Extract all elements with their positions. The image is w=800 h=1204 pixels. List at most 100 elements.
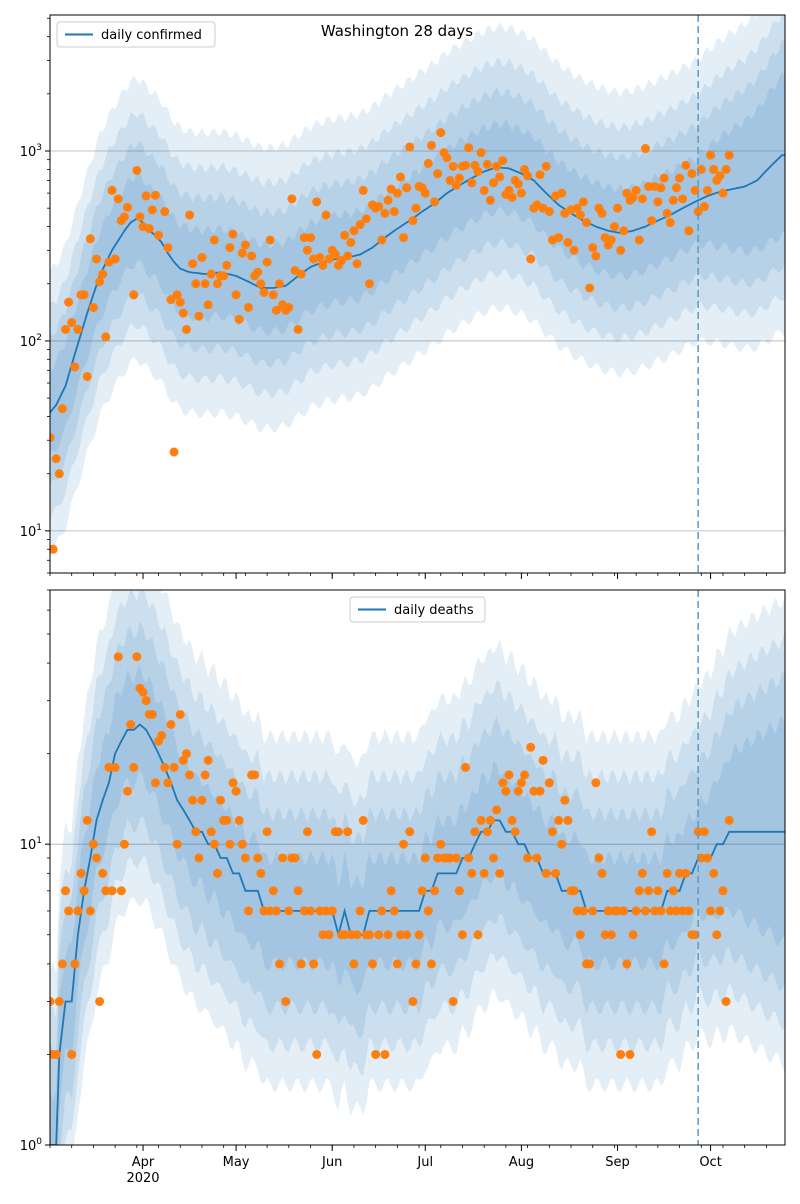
data-point xyxy=(181,749,191,759)
data-point xyxy=(324,254,334,264)
data-point xyxy=(383,195,393,205)
data-point xyxy=(423,158,433,168)
data-point xyxy=(675,173,685,183)
data-point xyxy=(51,1049,61,1059)
data-point xyxy=(234,314,244,324)
data-point xyxy=(616,245,626,255)
data-point xyxy=(237,248,247,258)
data-point xyxy=(482,827,492,837)
data-point xyxy=(578,197,588,207)
data-point xyxy=(126,720,136,730)
data-point xyxy=(628,930,638,940)
data-point xyxy=(253,267,263,277)
data-point xyxy=(551,868,561,878)
data-point xyxy=(113,194,123,204)
data-point xyxy=(724,815,734,825)
data-point xyxy=(693,827,703,837)
data-point xyxy=(585,283,595,293)
data-point xyxy=(442,153,452,163)
data-point xyxy=(485,195,495,205)
data-point xyxy=(169,447,179,457)
data-point xyxy=(420,188,430,198)
data-point xyxy=(585,959,595,969)
data-point xyxy=(706,906,716,916)
data-point xyxy=(541,868,551,878)
data-point xyxy=(82,815,92,825)
data-point xyxy=(166,295,176,305)
data-point xyxy=(262,257,272,267)
data-point xyxy=(547,827,557,837)
data-point xyxy=(101,886,111,896)
data-point xyxy=(296,269,306,279)
data-point xyxy=(181,324,191,334)
data-point xyxy=(495,868,505,878)
data-point xyxy=(668,886,678,896)
data-point xyxy=(119,212,129,222)
data-point xyxy=(631,185,641,195)
y-tick-label: 103 xyxy=(20,143,42,160)
data-point xyxy=(476,148,486,158)
data-point xyxy=(631,906,641,916)
data-point xyxy=(656,183,666,193)
data-point xyxy=(88,839,98,849)
data-point xyxy=(349,959,359,969)
data-point xyxy=(702,853,712,863)
data-point xyxy=(104,762,114,772)
data-point xyxy=(327,906,337,916)
data-point xyxy=(721,996,731,1006)
data-point xyxy=(368,959,378,969)
data-point xyxy=(408,996,418,1006)
figure-title: Washington 28 days xyxy=(321,22,473,40)
data-point xyxy=(535,170,545,180)
data-point xyxy=(628,192,638,202)
data-point xyxy=(113,652,123,662)
data-point xyxy=(54,996,64,1006)
data-point xyxy=(693,207,703,217)
data-point xyxy=(57,404,67,414)
data-point xyxy=(64,906,74,916)
data-point xyxy=(377,235,387,245)
data-point xyxy=(495,172,505,182)
data-point xyxy=(312,197,322,207)
data-point xyxy=(637,868,647,878)
data-point xyxy=(507,192,517,202)
data-point xyxy=(256,868,266,878)
data-point xyxy=(569,245,579,255)
data-point xyxy=(510,827,520,837)
data-point xyxy=(321,210,331,220)
data-point xyxy=(110,254,120,264)
data-point xyxy=(426,959,436,969)
data-point xyxy=(234,815,244,825)
confidence-band xyxy=(50,621,785,1145)
data-point xyxy=(107,886,117,896)
data-point xyxy=(197,252,207,262)
data-point xyxy=(160,762,170,772)
data-point xyxy=(718,886,728,896)
data-point xyxy=(498,156,508,166)
data-point xyxy=(200,770,210,780)
data-point xyxy=(287,194,297,204)
data-point xyxy=(333,827,343,837)
data-point xyxy=(231,290,241,300)
data-point xyxy=(85,906,95,916)
data-point xyxy=(569,886,579,896)
data-point xyxy=(594,853,604,863)
data-point xyxy=(461,762,471,772)
data-point xyxy=(609,222,619,232)
data-point xyxy=(492,161,502,171)
data-point xyxy=(355,906,365,916)
data-point xyxy=(383,930,393,940)
x-tick-label: Aug xyxy=(509,1155,534,1170)
data-point xyxy=(259,906,269,916)
data-point xyxy=(216,795,226,805)
data-point xyxy=(88,302,98,312)
data-point xyxy=(436,128,446,138)
data-point xyxy=(619,226,629,236)
confidence-band xyxy=(50,71,785,453)
data-point xyxy=(560,795,570,805)
data-point xyxy=(284,906,294,916)
data-point xyxy=(312,1049,322,1059)
data-point xyxy=(274,279,284,289)
data-point xyxy=(150,778,160,788)
data-point xyxy=(364,930,374,940)
